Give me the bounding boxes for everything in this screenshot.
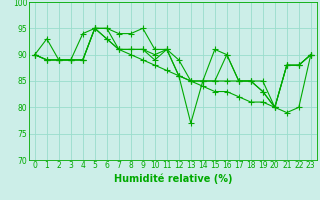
X-axis label: Humidité relative (%): Humidité relative (%): [114, 173, 232, 184]
